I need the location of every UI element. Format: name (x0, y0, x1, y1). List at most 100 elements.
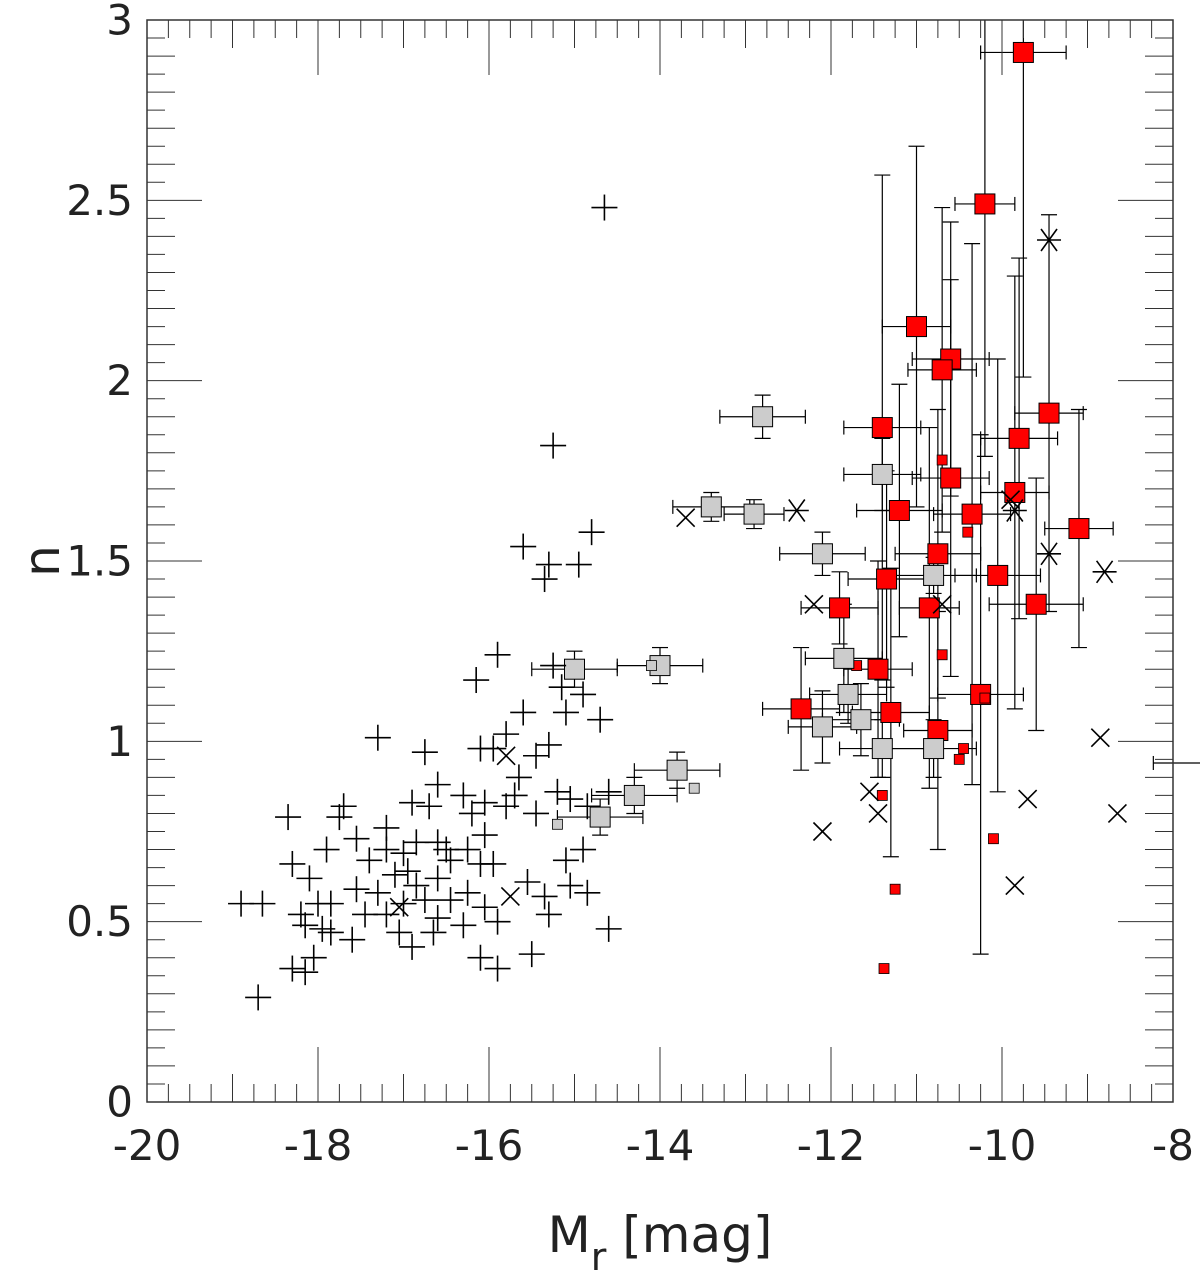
plus-marker (450, 782, 477, 809)
square-marker (833, 647, 855, 669)
x-marker-b (500, 886, 520, 906)
x-axis-title-sub: r (591, 1235, 607, 1279)
plus-marker (373, 836, 400, 863)
plus-marker (467, 735, 494, 762)
square-marker (700, 496, 722, 518)
plus-marker (501, 782, 528, 809)
markers (228, 41, 1127, 1011)
plus-marker (557, 786, 584, 813)
square-marker (1004, 481, 1026, 503)
x-marker (496, 746, 516, 766)
square-marker (880, 701, 902, 723)
plus-marker (484, 908, 511, 935)
plus-marker (403, 872, 430, 899)
square-marker (918, 597, 940, 619)
plus-marker (471, 894, 498, 921)
plus-marker (514, 868, 541, 895)
plus-marker (552, 847, 579, 874)
plus-marker (570, 681, 597, 708)
x-marker (1090, 728, 1110, 748)
square-marker (871, 463, 893, 485)
square-marker (829, 597, 851, 619)
plus-marker (454, 879, 481, 906)
square-marker (923, 564, 945, 586)
plus-marker (386, 919, 413, 946)
x-marker (1005, 876, 1025, 896)
x-marker (1018, 789, 1038, 809)
plus-marker (548, 674, 575, 701)
plus-marker (292, 912, 319, 939)
plus-marker (458, 800, 485, 827)
plus-marker (510, 699, 537, 726)
small-square-marker (962, 526, 974, 538)
plus-marker (287, 901, 314, 928)
small-square-marker (958, 743, 969, 754)
plus-marker (399, 933, 426, 960)
plus-marker (540, 652, 567, 679)
plus-marker (364, 879, 391, 906)
x-marker (1107, 803, 1127, 824)
square-marker (589, 806, 611, 828)
x-marker-b (389, 897, 409, 917)
square-marker (1008, 427, 1030, 449)
x-tick-label: -16 (455, 1121, 524, 1170)
x-marker (500, 886, 520, 906)
plus-marker (587, 706, 614, 733)
square-marker (623, 784, 645, 806)
plus-marker (373, 901, 400, 928)
square-marker (876, 568, 898, 590)
plus-marker (381, 861, 408, 888)
plus-marker (292, 959, 319, 986)
square-marker (837, 683, 859, 705)
plus-marker (279, 955, 306, 982)
small-square-marker (552, 818, 563, 830)
x-marker (859, 782, 880, 802)
plus-marker (343, 825, 370, 852)
axis-ticks (146, 19, 1174, 1103)
plus-marker (535, 551, 562, 578)
plus-marker (531, 883, 558, 910)
square-marker (927, 543, 949, 565)
y-tick-label: 1.5 (66, 537, 133, 586)
plus-marker (570, 836, 597, 863)
asterisk-marker (1002, 499, 1027, 522)
square-marker (752, 406, 774, 428)
plus-marker (309, 915, 336, 942)
small-square-marker (988, 833, 999, 845)
plus-marker (591, 194, 618, 221)
plus-marker (424, 829, 451, 856)
square-marker (564, 658, 585, 680)
plus-marker (510, 533, 537, 560)
x-marker-b (868, 803, 888, 824)
asterisk-marker (1037, 542, 1062, 566)
small-square-marker (878, 963, 890, 974)
asterisk-marker-b (788, 499, 806, 522)
small-square-marker (688, 782, 700, 794)
plus-marker (493, 721, 520, 748)
x-marker-b (859, 782, 880, 802)
small-square-marker (876, 790, 888, 801)
small-square-marker (646, 660, 657, 671)
y-tick-label: 1 (106, 717, 133, 766)
square-marker (666, 759, 688, 781)
x-marker (804, 594, 824, 614)
plus-marker (578, 519, 605, 546)
square-marker (790, 698, 812, 720)
plus-marker (484, 955, 511, 982)
plus-marker (437, 847, 464, 874)
plus-marker (424, 865, 451, 892)
plus-marker (343, 876, 370, 903)
y-tick-label: 0.5 (66, 897, 133, 946)
x-marker-b (1005, 876, 1025, 896)
plus-marker (523, 800, 550, 827)
asterisk-marker (784, 499, 809, 522)
x-marker-b (812, 821, 833, 842)
plus-marker (364, 724, 391, 751)
y-tick-label: 3 (106, 0, 133, 45)
tick-labels: -20 -18 -16 -14 -12 -10 -8 0 0.5 1 1.5 2 2.5 3 (66, 0, 1194, 1170)
plus-marker (552, 699, 579, 726)
x-marker (676, 508, 696, 528)
plus-marker (424, 771, 451, 798)
x-axis-title-main: M (548, 1206, 591, 1264)
plus-marker (505, 764, 532, 791)
